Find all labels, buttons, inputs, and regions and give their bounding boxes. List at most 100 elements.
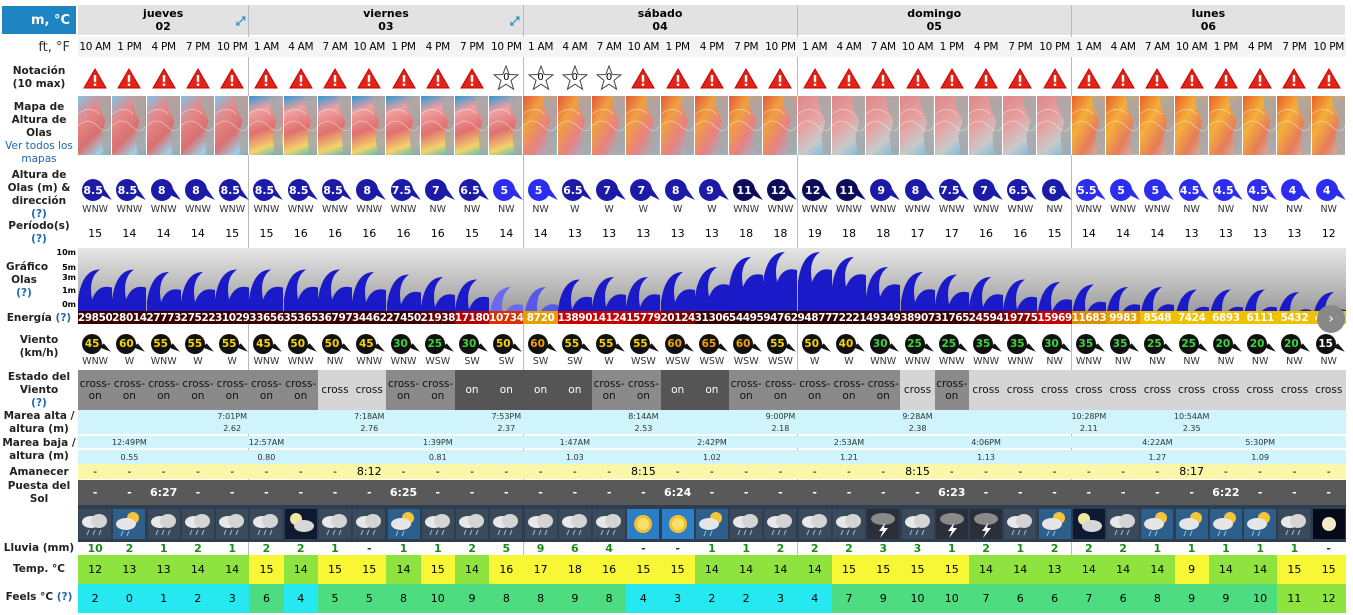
- wave-map-thumbnail[interactable]: [180, 96, 216, 155]
- moon-cloud-icon: [283, 505, 318, 542]
- wave-map-thumbnail[interactable]: [112, 96, 147, 155]
- feels-value: 7: [831, 584, 867, 613]
- rain-icon: [523, 505, 558, 542]
- energy-value: 38907: [900, 311, 935, 324]
- wave-map-thumbnail[interactable]: [1311, 96, 1346, 155]
- wave-map-thumbnail[interactable]: [1003, 96, 1038, 155]
- wave-graph-cell: [283, 248, 318, 312]
- wind-state-value: cross: [1071, 370, 1106, 410]
- wind-direction-arrow-icon: 55: [183, 332, 214, 356]
- wave-map-thumbnail[interactable]: [968, 96, 1004, 155]
- wind-direction: WNW: [253, 355, 280, 367]
- wind-direction-arrow-icon: 35: [1108, 332, 1139, 356]
- wave-map-thumbnail[interactable]: [797, 96, 832, 155]
- wave-map-thumbnail[interactable]: [1140, 96, 1175, 155]
- wind-cell: 50 SW: [489, 328, 523, 370]
- wave-graph-cell: [763, 248, 798, 312]
- wave-map-thumbnail[interactable]: [729, 96, 764, 155]
- energy-help-link[interactable]: (?): [55, 311, 72, 324]
- wave-map-thumbnail[interactable]: [78, 96, 113, 155]
- wave-shape: [352, 272, 387, 312]
- feels-help-link[interactable]: (?): [56, 591, 73, 603]
- wave-map-thumbnail[interactable]: [831, 96, 867, 155]
- wind-cell: 55 WSW: [763, 328, 797, 370]
- wave-map-thumbnail[interactable]: [283, 96, 318, 155]
- tide-value: [866, 436, 901, 448]
- wave-graph-row: [78, 248, 1346, 312]
- expand-icon[interactable]: ⤢: [509, 14, 520, 28]
- wave-shape: [660, 272, 695, 312]
- wave-height-help-link[interactable]: (?): [31, 208, 47, 220]
- imperial-units-button[interactable]: ft, °F: [38, 39, 70, 55]
- period-help-link[interactable]: (?): [31, 233, 47, 245]
- wave-height-value: 5: [493, 179, 516, 201]
- wave-map-thumbnail[interactable]: [489, 96, 524, 155]
- wave-map-thumbnail[interactable]: [386, 96, 421, 155]
- wind-speed-value: 15: [1315, 333, 1336, 354]
- wave-map-thumbnail[interactable]: [317, 96, 353, 155]
- wave-map-thumbnail[interactable]: [934, 96, 969, 155]
- wave-map-thumbnail[interactable]: [215, 96, 250, 155]
- wave-shape: [523, 287, 558, 312]
- wave-map-thumbnail[interactable]: [900, 96, 935, 155]
- scroll-right-icon[interactable]: ›: [1317, 305, 1345, 333]
- wave-direction-arrow-icon: 8: [904, 178, 935, 206]
- tide-value: 1.09: [1243, 450, 1278, 464]
- day-name: jueves: [143, 7, 184, 20]
- wave-map-thumbnail[interactable]: [420, 96, 455, 155]
- wave-map-thumbnail[interactable]: [1243, 96, 1278, 155]
- wave-map-thumbnail[interactable]: [1174, 96, 1209, 155]
- wave-direction-arrow-icon: 7: [973, 178, 1003, 206]
- wave-map-thumbnail[interactable]: [523, 96, 558, 155]
- temp-value: 14: [1208, 555, 1244, 584]
- wave-map-thumbnail[interactable]: [626, 96, 661, 155]
- wave-map-thumbnail[interactable]: [660, 96, 695, 155]
- sunset-value: -: [1277, 480, 1312, 505]
- hour-label: 10 AM: [626, 37, 661, 57]
- wave-map-thumbnail[interactable]: [591, 96, 627, 155]
- wave-map-thumbnail[interactable]: [1105, 96, 1141, 155]
- wind-direction: WNW: [904, 355, 931, 367]
- wave-direction: WNW: [116, 204, 143, 215]
- wind-state-value: cross-on: [420, 370, 455, 410]
- wave-direction: WNW: [733, 204, 760, 215]
- hour-label: 1 PM: [1208, 37, 1244, 57]
- wind-direction: WNW: [150, 355, 177, 367]
- expand-icon[interactable]: ⤢: [235, 14, 246, 28]
- tide-value: [934, 450, 969, 464]
- wave-map-thumbnail[interactable]: [763, 96, 798, 155]
- hour-label: 7 PM: [1003, 37, 1038, 57]
- rain-value: 2: [262, 541, 271, 555]
- feels-value: 1: [146, 584, 181, 613]
- wave-map-thumbnail[interactable]: [146, 96, 181, 155]
- feels-value: 2: [694, 584, 730, 613]
- wave-map-thumbnail[interactable]: [1277, 96, 1312, 155]
- day-name: viernes: [363, 7, 409, 20]
- wind-state-help-link[interactable]: (?): [31, 396, 47, 409]
- rain-icon: [489, 505, 524, 542]
- wave-map-thumbnail[interactable]: [866, 96, 901, 155]
- wave-map-thumbnail[interactable]: [352, 96, 387, 155]
- day-number: 03: [378, 20, 394, 33]
- tide-value: [763, 450, 798, 464]
- wave-direction: WNW: [287, 204, 314, 215]
- rain-value: 1: [947, 541, 956, 555]
- wave-map-thumbnail[interactable]: [1037, 96, 1072, 155]
- wave-map-thumbnail[interactable]: [1071, 96, 1106, 155]
- wave-height-cell: 8.5 WNW: [284, 174, 318, 220]
- wave-map-thumbnail[interactable]: [557, 96, 592, 155]
- energy-row: 29850 28014 27773 27522 31029 33656 35365 36797…: [78, 311, 1346, 324]
- wave-map-thumbnail[interactable]: [1208, 96, 1244, 155]
- wave-direction-arrow-icon: 8.5: [82, 178, 112, 206]
- wave-map-thumbnail[interactable]: [454, 96, 490, 155]
- wave-map-thumbnail[interactable]: [694, 96, 730, 155]
- feels-value: 6: [249, 584, 284, 613]
- wave-map-thumbnail[interactable]: [249, 96, 284, 155]
- temp-value: 13: [1037, 555, 1072, 584]
- wave-graph-help-link[interactable]: (?): [16, 286, 32, 299]
- energy-value: 7424: [1174, 311, 1209, 324]
- metric-units-button[interactable]: m, °C: [2, 6, 76, 34]
- energy-value: 21938: [420, 311, 455, 324]
- all-maps-link[interactable]: Ver todos los mapas: [5, 139, 73, 165]
- wind-speed-value: 35: [1110, 333, 1131, 354]
